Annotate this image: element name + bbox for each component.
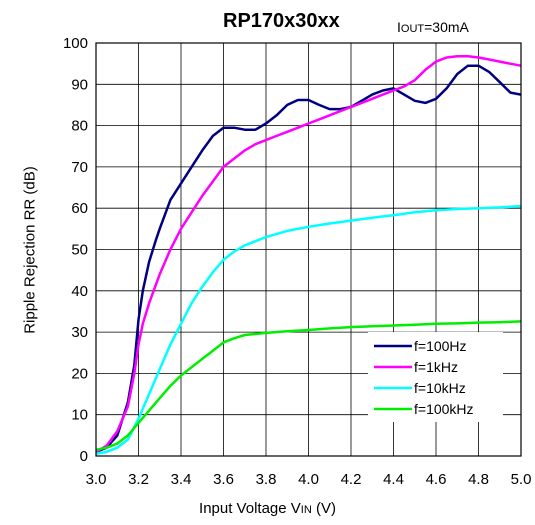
legend: f=100Hz f=1kHz f=10kHz f=100kHz <box>368 332 503 422</box>
x-tick-label: 4.2 <box>341 471 362 488</box>
y-tick-label: 10 <box>71 407 88 424</box>
x-tick-label: 4.0 <box>298 471 319 488</box>
series-line-3 <box>95 320 522 452</box>
condition-sub: OUT <box>400 23 425 35</box>
legend-label: f=10kHz <box>414 380 466 396</box>
x-tick-labels: 3.0 3.2 3.4 3.6 3.8 4.0 4.2 4.4 4.6 4.8 5.0 <box>86 471 532 488</box>
series-group <box>95 54 522 456</box>
x-axis-label-sub: IN <box>300 504 312 516</box>
x-axis-label: Input Voltage VIN (V) <box>0 500 535 517</box>
x-tick-label: 5.0 <box>511 471 532 488</box>
legend-label: f=1kHz <box>414 359 458 375</box>
x-tick-label: 3.4 <box>171 471 192 488</box>
y-tick-label: 70 <box>71 159 88 176</box>
x-tick-label: 3.8 <box>256 471 277 488</box>
y-tick-label: 90 <box>71 76 88 93</box>
x-axis-label-pre: Input Voltage V <box>199 500 301 517</box>
condition-main: I <box>397 19 401 35</box>
y-tick-label: 80 <box>71 118 88 135</box>
plot-frame <box>95 42 522 457</box>
y-tick-label: 30 <box>71 324 88 341</box>
y-tick-label: 50 <box>71 242 88 259</box>
y-tick-label: 20 <box>71 365 88 382</box>
x-tick-label: 4.6 <box>426 471 447 488</box>
chart-title: RP170x30xx <box>223 10 340 32</box>
x-tick-label: 4.8 <box>468 471 489 488</box>
x-tick-label: 3.2 <box>128 471 149 488</box>
x-tick-label: 3.6 <box>213 471 234 488</box>
x-tick-label: 4.4 <box>383 471 404 488</box>
legend-label: f=100kHz <box>414 401 474 417</box>
y-tick-labels: 0 10 20 30 40 50 60 70 80 90 100 <box>63 35 88 465</box>
condition-label: IOUT=30mA <box>397 19 469 35</box>
x-axis-label-post: (V) <box>311 500 336 517</box>
series-line-0 <box>95 64 522 454</box>
y-tick-label: 60 <box>71 200 88 217</box>
y-axis-label: Ripple Rejection RR (dB) <box>21 166 39 334</box>
series-line-1 <box>95 54 522 453</box>
x-tick-label: 3.0 <box>86 471 107 488</box>
legend-label: f=100Hz <box>414 338 467 354</box>
condition-rest: =30mA <box>424 19 469 35</box>
y-tick-label: 100 <box>63 35 88 52</box>
y-tick-label: 40 <box>71 283 88 300</box>
series-line-2 <box>95 204 522 456</box>
y-tick-label: 0 <box>80 448 88 465</box>
